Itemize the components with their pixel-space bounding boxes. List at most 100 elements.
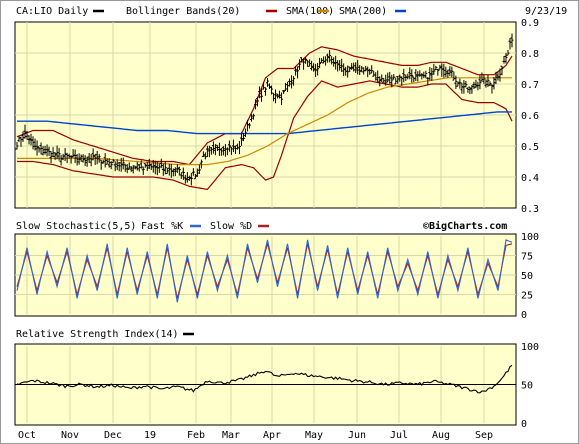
- price-bar: [249, 113, 253, 122]
- price-bar: [247, 123, 251, 129]
- price-bar: [312, 63, 316, 72]
- price-bar: [131, 165, 135, 174]
- price-bar: [318, 57, 322, 68]
- price-bar: [139, 160, 143, 169]
- price-bar: [340, 58, 344, 73]
- price-bar: [35, 140, 39, 156]
- price-bar: [506, 49, 510, 56]
- price-bar: [111, 158, 115, 164]
- price-bar: [73, 149, 77, 164]
- price-bar: [33, 138, 37, 151]
- y-tick-0: 0: [521, 310, 527, 321]
- price-bar: [390, 74, 394, 88]
- price-bar: [93, 153, 97, 165]
- price-bar: [366, 66, 370, 78]
- price-bar: [27, 135, 31, 145]
- price-bar: [173, 167, 177, 177]
- x-tick-Jun: Jun: [348, 430, 366, 441]
- price-bar: [23, 124, 27, 139]
- date-label: 9/23/19: [525, 6, 567, 17]
- price-bar: [107, 158, 111, 168]
- price-bar: [219, 147, 223, 156]
- price-bar: [498, 68, 502, 82]
- price-bar: [81, 154, 85, 163]
- price-bar: [350, 63, 354, 70]
- price-bar: [284, 82, 288, 92]
- price-bar: [89, 154, 93, 167]
- y-tick-0: 0: [521, 419, 527, 430]
- price-bar: [245, 119, 249, 132]
- price-bar: [159, 158, 163, 169]
- bollinger-lower-line: [17, 80, 513, 191]
- price-bar: [364, 65, 368, 72]
- price-bar: [171, 168, 175, 177]
- price-bar: [261, 82, 265, 90]
- price-bar: [115, 159, 119, 171]
- price-bar: [504, 52, 508, 64]
- price-bar: [430, 67, 434, 81]
- price-bar: [135, 161, 139, 171]
- price-bar: [274, 89, 278, 104]
- price-bar: [310, 60, 314, 71]
- price-bar: [101, 159, 105, 164]
- price-bar: [478, 75, 482, 90]
- price-bar: [420, 73, 424, 80]
- price-bar: [288, 78, 292, 87]
- stochastic-title: Slow Stochastic(5,5): [16, 221, 136, 232]
- price-bar: [456, 81, 460, 87]
- price-bar: [290, 75, 294, 89]
- price-bar: [157, 163, 161, 173]
- price-bar: [324, 56, 328, 66]
- price-bar: [388, 71, 392, 84]
- x-tick-Dec: Dec: [104, 430, 122, 441]
- rsi-y-tick-labels: 0 50 100: [521, 342, 539, 430]
- price-bar: [83, 155, 87, 167]
- price-bar: [432, 63, 436, 75]
- price-bar: [145, 161, 149, 172]
- price-bar: [151, 159, 155, 173]
- price-bar: [57, 147, 61, 161]
- y-tick-0.6: 0.6: [521, 111, 539, 122]
- x-tick-Feb: Feb: [187, 430, 205, 441]
- price-bar: [37, 146, 41, 153]
- y-tick-0.9: 0.9: [521, 18, 539, 29]
- price-bar: [123, 163, 127, 172]
- price-bar: [161, 163, 165, 176]
- price-legend: CA:LIO Daily Bollinger Bands(20) SMA(100…: [16, 6, 567, 17]
- price-bar: [255, 96, 259, 107]
- price-bar: [488, 81, 492, 87]
- price-bar: [442, 63, 446, 78]
- y-tick-50: 50: [521, 381, 533, 392]
- price-bar: [470, 84, 474, 94]
- price-bar: [438, 64, 442, 70]
- price-bar: [59, 154, 63, 166]
- price-bar: [205, 145, 209, 158]
- price-bar: [181, 167, 185, 180]
- price-bar: [338, 60, 342, 71]
- price-bar: [141, 166, 145, 175]
- price-bar: [75, 153, 79, 166]
- price-bar: [462, 80, 466, 94]
- price-bar: [294, 66, 298, 76]
- x-tick-19: 19: [144, 430, 156, 441]
- y-tick-0.7: 0.7: [521, 80, 539, 91]
- price-bar: [348, 66, 352, 72]
- price-bar: [177, 166, 181, 176]
- price-bar: [330, 56, 334, 65]
- price-panel: 0.3 0.4 0.5 0.6 0.7 0.8 0.9: [14, 18, 539, 215]
- price-bar: [127, 162, 131, 170]
- price-bar: [185, 172, 189, 183]
- price-bar: [484, 79, 488, 88]
- price-bar: [384, 74, 388, 86]
- price-bar: [97, 153, 101, 163]
- price-bar: [79, 154, 83, 162]
- price-bar: [448, 66, 452, 77]
- price-bar: [400, 76, 404, 86]
- price-bar: [193, 173, 197, 180]
- price-bar: [494, 71, 498, 85]
- price-bar: [259, 88, 263, 102]
- price-bar: [243, 128, 247, 138]
- price-bar: [253, 99, 257, 110]
- price-bar: [466, 87, 470, 93]
- price-bar: [95, 150, 99, 165]
